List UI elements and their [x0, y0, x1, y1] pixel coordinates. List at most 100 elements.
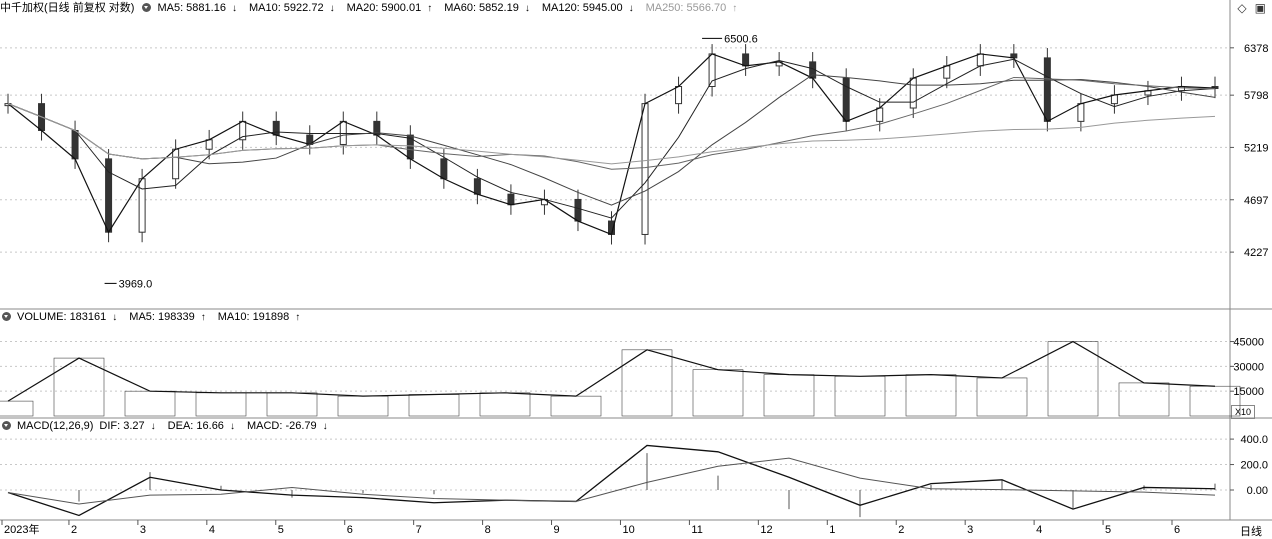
price-legend: 中千加权(日线 前复权 对数) MA5: 5881.16 ↓ MA10: 5922.7…	[0, 0, 749, 16]
volume-bar	[266, 392, 318, 417]
candle-body	[842, 77, 850, 122]
macd-tick-label: 0.00	[1247, 485, 1268, 497]
volume-bar	[337, 395, 389, 417]
candle-body	[943, 65, 951, 79]
volume-ma-line	[7, 340, 1216, 402]
volume-bar	[479, 392, 531, 417]
low-label: 3969.0	[119, 278, 153, 290]
price-tick-label: 5798	[1244, 90, 1268, 102]
ma60-label: MA60: 5852.19 ↓	[444, 2, 530, 14]
candle-body	[1077, 103, 1085, 122]
x-tick-label: 1	[829, 524, 835, 536]
x-tick-label: 10	[622, 524, 634, 536]
price-tick-label: 4697	[1244, 195, 1268, 207]
candle-body	[138, 178, 146, 233]
volume-label: VOLUME: 183161 ↓	[17, 311, 118, 323]
x-tick-label: 5	[1105, 524, 1111, 536]
macd-title: MACD(12,26,9)	[17, 420, 94, 432]
x-tick-label: 3	[140, 524, 146, 536]
candle-body	[473, 178, 481, 195]
volume-bar	[550, 395, 602, 417]
toolbar-icons: ◇ ▣	[1229, 1, 1266, 15]
volume-bar	[1047, 341, 1099, 417]
volume-bar	[1118, 382, 1170, 417]
vol-ma5-label: MA5: 198339 ↑	[129, 311, 206, 323]
dea-label: DEA: 16.66 ↓	[167, 420, 235, 432]
price-close-line	[7, 53, 1216, 236]
x-tick-label: 11	[691, 524, 702, 536]
x-tick-label: 4	[1036, 524, 1042, 536]
volume-bar	[195, 392, 247, 417]
volume-bar	[905, 374, 957, 417]
candle-body	[440, 158, 448, 180]
candle-body	[272, 120, 280, 136]
macd-tick-label: 200.0	[1240, 460, 1268, 472]
candle-body	[172, 148, 180, 180]
candle-body	[71, 129, 79, 160]
ma250-label: MA250: 5566.70 ↑	[645, 2, 738, 14]
candle-body	[742, 53, 750, 67]
x-tick-label: 7	[416, 524, 422, 536]
dropdown-icon[interactable]	[142, 3, 152, 12]
x-tick-label: 2	[898, 524, 904, 536]
volume-tick-label: 15000	[1233, 386, 1264, 398]
candle-body	[976, 53, 984, 67]
ma20-label: MA20: 5900.01 ↑	[346, 2, 433, 14]
macd-value-label: MACD: -26.79 ↓	[246, 420, 328, 432]
candle-body	[675, 86, 683, 105]
candle-body	[909, 77, 917, 109]
ma10-label: MA10: 5922.72 ↓	[248, 2, 335, 14]
price-tick-label: 5219	[1244, 142, 1268, 154]
macd-legend: MACD(12,26,9) DIF: 3.27 ↓ DEA: 16.66 ↓ MACD: …	[0, 418, 340, 434]
ma5-label: MA5: 5881.16 ↓	[157, 2, 237, 14]
price-title: 中千加权(日线 前复权 对数)	[0, 2, 135, 14]
ma-mid-line	[7, 74, 1216, 206]
x-tick-label: 5	[278, 524, 284, 536]
ma-long-line	[7, 76, 1216, 170]
candle-body	[1110, 94, 1118, 105]
volume-bar	[834, 375, 886, 417]
volume-bar	[763, 374, 815, 417]
period-label: 日线	[1240, 526, 1262, 538]
volume-bar	[124, 390, 176, 417]
vol-ma10-label: MA10: 191898 ↑	[217, 311, 301, 323]
volume-bar	[692, 369, 744, 417]
macd-tick-label: 400.0	[1240, 434, 1268, 446]
candle-body	[339, 120, 347, 145]
volume-tick-label: 45000	[1233, 337, 1264, 349]
candle-body	[641, 103, 649, 235]
candle-body	[507, 193, 515, 206]
x-tick-label: 12	[760, 524, 772, 536]
volume-legend: VOLUME: 183161 ↓ MA5: 198339 ↑ MA10: 191898 ↑	[0, 309, 312, 325]
candle-body	[876, 107, 884, 122]
volume-bar	[408, 394, 460, 417]
x-tick-label: 8	[485, 524, 491, 536]
candle-body	[574, 198, 582, 222]
volume-bar	[976, 377, 1028, 417]
window-icon[interactable]: ▣	[1254, 1, 1266, 15]
x-tick-label: 9	[554, 524, 560, 536]
dif-label: DIF: 3.27 ↓	[99, 420, 156, 432]
dif-line	[7, 444, 1216, 517]
x-tick-label: 3	[967, 524, 973, 536]
x-tick-label: 4	[209, 524, 215, 536]
dea-line	[7, 457, 1216, 505]
diamond-icon[interactable]: ◇	[1237, 1, 1247, 15]
ma-short-line	[7, 58, 1216, 219]
volume-bar	[621, 349, 673, 417]
volume-tick-label: 30000	[1233, 361, 1264, 373]
ma120-label: MA120: 5945.00 ↓	[541, 2, 634, 14]
x-tick-label: 6	[1174, 524, 1180, 536]
candle-body	[1043, 57, 1051, 122]
price-tick-label: 4227	[1244, 247, 1268, 259]
price-tick-label: 6378	[1244, 43, 1268, 55]
ma250-line	[7, 103, 1216, 165]
volume-bar	[0, 400, 34, 417]
candle-body	[205, 139, 213, 150]
x-tick-label: 2023年	[4, 522, 39, 536]
dropdown-icon[interactable]	[2, 421, 11, 430]
x-tick-label: 6	[347, 524, 353, 536]
dropdown-icon[interactable]	[2, 312, 11, 321]
high-label: 6500.6	[724, 33, 758, 45]
